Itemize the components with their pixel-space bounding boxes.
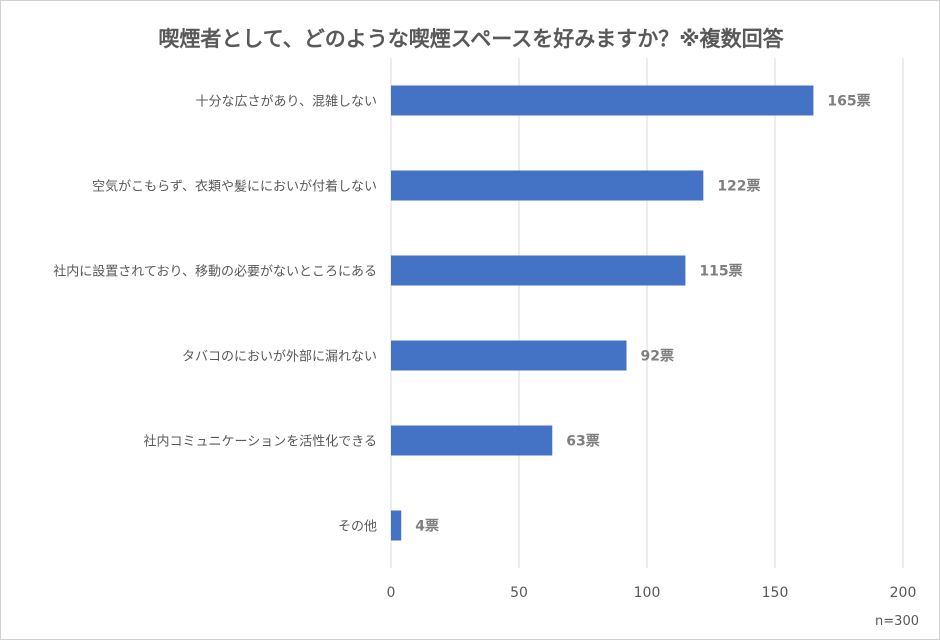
category-label: 十分な広さがあり、混雑しない — [196, 94, 377, 110]
data-label: 122票 — [717, 179, 760, 195]
data-label: 165票 — [827, 94, 870, 110]
x-tick-label: 100 — [634, 585, 661, 601]
data-label: 92票 — [641, 349, 674, 365]
data-label: 4票 — [415, 519, 439, 535]
category-label: その他 — [338, 520, 377, 535]
bar — [391, 85, 814, 116]
x-tick-label: 0 — [387, 585, 396, 601]
bar — [391, 425, 553, 456]
x-tick-label: 200 — [890, 585, 917, 601]
category-label: タバコのにおいが外部に漏れない — [182, 349, 377, 365]
x-tick-label: 50 — [510, 585, 528, 601]
sample-size-note: n=300 — [875, 614, 919, 629]
bar — [391, 340, 627, 371]
bar — [391, 170, 704, 201]
chart-title: 喫煙者として、どのような喫煙スペースを好みますか？※複数回答 — [158, 27, 784, 51]
x-tick-label: 150 — [762, 585, 789, 601]
category-label: 社内に設置されており、移動の必要がないところにある — [53, 264, 377, 280]
category-label: 社内コミュニケーションを活性化できる — [144, 434, 377, 450]
data-label: 115票 — [699, 264, 742, 280]
bar — [391, 510, 402, 541]
category-label: 空気がこもらず、衣類や髪ににおいが付着しない — [92, 179, 377, 195]
data-label: 63票 — [566, 434, 599, 450]
bar — [391, 255, 686, 286]
